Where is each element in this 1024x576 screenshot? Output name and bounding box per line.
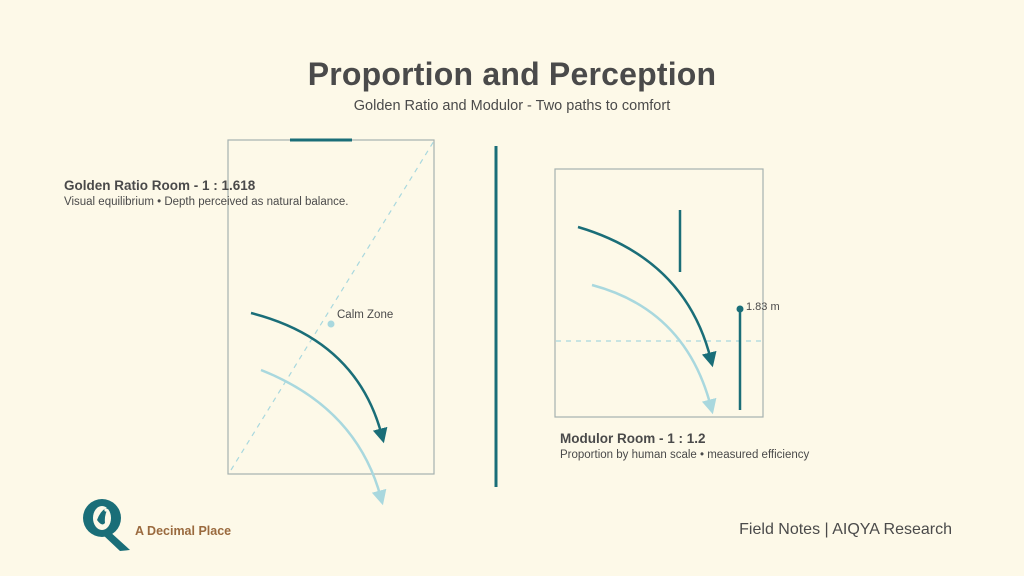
calm-zone-dot [327,320,335,328]
modulor-room-frame [554,168,764,418]
human-scale-dot [736,305,744,313]
modulor-light-arrow [591,283,717,415]
golden-dark-arrow [250,311,388,444]
modulor-room-label: Modulor Room - 1 : 1.2 Proportion by hum… [560,431,809,461]
footer-text: Field Notes | AIQYA Research [739,521,952,538]
page-subtitle: Golden Ratio and Modulor - Two paths to … [353,98,671,114]
golden-room-name: Golden Ratio Room - 1 : 1.618 [64,178,256,193]
golden-room-diagonal [230,140,435,471]
modulor-room-description: Proportion by human scale • measured eff… [560,449,810,461]
golden-room-label: Golden Ratio Room - 1 : 1.618 Visual equ… [64,178,348,208]
calm-zone-label: Calm Zone [337,309,393,321]
brand-logo-icon [83,499,130,551]
brand-name: A Decimal Place [135,524,232,538]
modulor-room-name: Modulor Room - 1 : 1.2 [560,431,706,446]
golden-room-description: Visual equilibrium • Depth perceived as … [64,196,349,208]
golden-light-arrow [260,368,387,506]
modulor-dark-arrow [577,225,717,368]
page-title: Proportion and Perception [307,56,717,92]
height-marker-label: 1.83 m [746,301,780,313]
